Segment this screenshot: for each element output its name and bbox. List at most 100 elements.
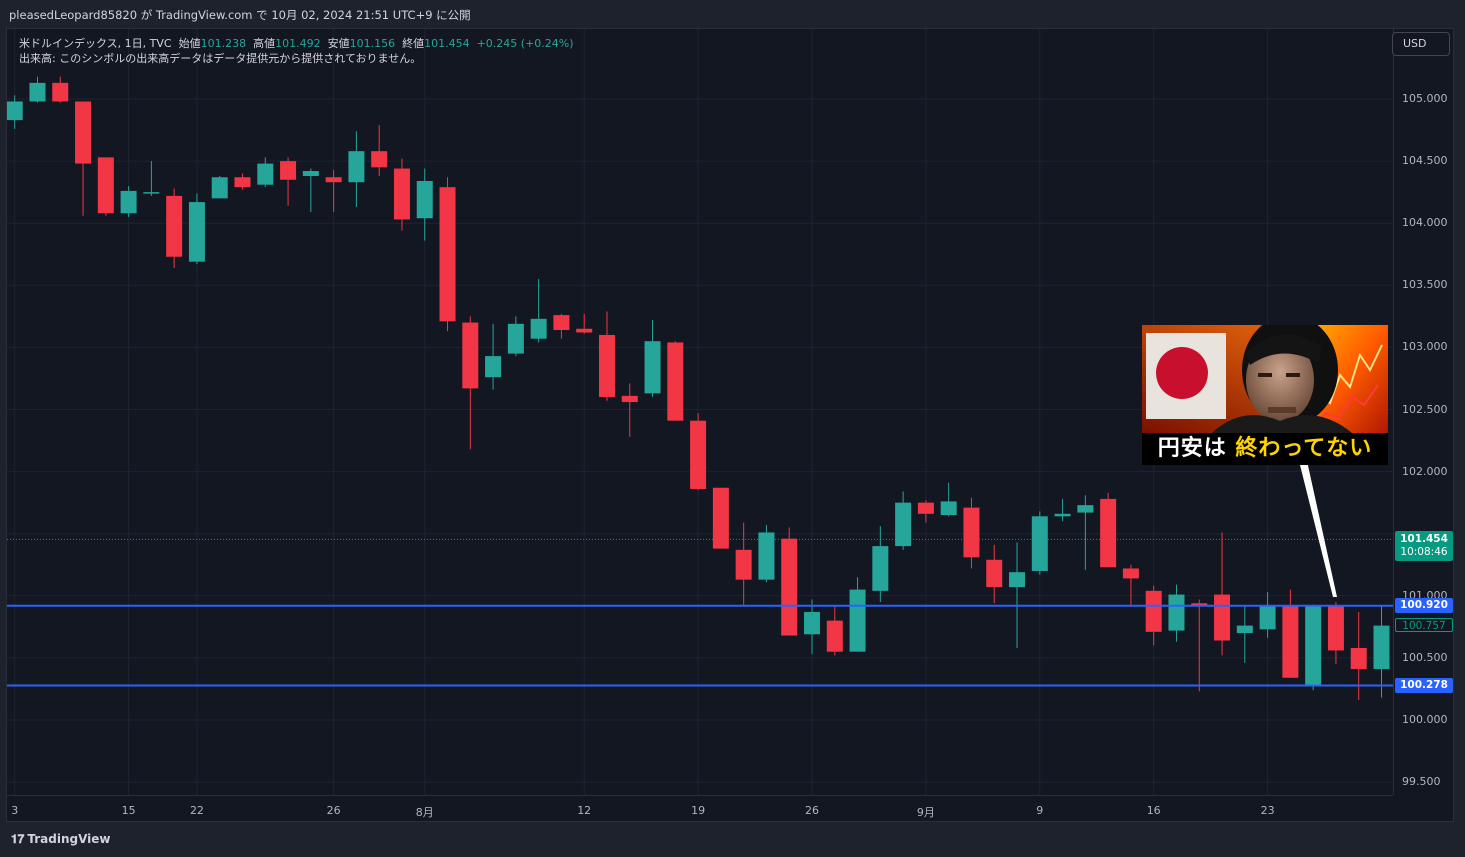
upper-line-price-tag: 100.920 — [1395, 598, 1453, 613]
time-tick-label: 12 — [577, 804, 592, 817]
candle-body — [826, 620, 843, 652]
candle-body — [507, 323, 524, 354]
candle-body — [29, 82, 46, 102]
candle-body — [120, 190, 137, 214]
price-tick-label: 100.000 — [1402, 713, 1448, 726]
legend-close-label: 終値 — [402, 37, 425, 50]
legend-open: 101.238 — [200, 37, 247, 50]
candle-body — [690, 420, 707, 489]
candle-body — [1259, 605, 1276, 630]
price-tick-label: 103.000 — [1402, 340, 1448, 354]
candle-body — [530, 318, 547, 339]
candle-body — [667, 342, 684, 421]
time-tick-label: 9月 — [916, 806, 935, 819]
legend-high: 101.492 — [275, 37, 321, 50]
time-tick-label: 9 — [1036, 804, 1044, 817]
candle-body — [52, 82, 69, 102]
candle-body — [1054, 513, 1071, 517]
currency-button[interactable]: USD — [1392, 32, 1450, 56]
candle-body — [1009, 572, 1026, 588]
chart-pane[interactable]: 米ドルインデックス, 1日, TVC 始値101.238 高値101.492 安… — [6, 28, 1454, 822]
candle-body — [97, 157, 114, 214]
candle-body — [598, 334, 615, 398]
chart-legend: 米ドルインデックス, 1日, TVC 始値101.238 高値101.492 安… — [19, 36, 574, 66]
candle-body — [963, 507, 980, 558]
countdown-value: 10:08:46 — [1400, 546, 1448, 558]
candle-body — [325, 177, 342, 183]
caption-highlight: 終わってない — [1235, 436, 1373, 461]
candle-body — [986, 559, 1003, 588]
candle-body — [895, 502, 912, 547]
footer-bar: 𝟏𝟕 TradingView — [0, 822, 1465, 857]
candle-body — [1191, 603, 1208, 606]
time-tick-label: 3 — [11, 804, 19, 817]
candle-body — [1236, 625, 1253, 634]
candle-body — [940, 501, 957, 516]
candle-body — [1100, 498, 1117, 568]
candle-body — [1373, 625, 1390, 670]
time-tick-label: 23 — [1260, 804, 1275, 817]
tradingview-mark-icon: 𝟏𝟕 — [11, 832, 25, 846]
price-tick-label: 104.500 — [1402, 154, 1448, 168]
tradingview-logo[interactable]: 𝟏𝟕 TradingView — [11, 832, 111, 847]
candle-body — [75, 101, 92, 164]
candle-body — [7, 101, 23, 121]
legend-symbol[interactable]: 米ドルインデックス, 1日, TVC — [19, 37, 172, 50]
candle-body — [553, 315, 570, 331]
time-tick-label: 8月 — [415, 806, 434, 819]
candle-body — [621, 395, 638, 403]
last-price-tag: 101.454 10:08:46 — [1395, 531, 1453, 561]
legend-low: 101.156 — [349, 37, 396, 50]
candle-body — [1305, 605, 1322, 686]
candle-body — [872, 546, 889, 591]
legend-low-label: 安値 — [327, 37, 350, 50]
publish-line: pleasedLeopard85820 が TradingView.com で … — [9, 8, 471, 22]
thumbnail-pointer — [1299, 461, 1337, 597]
video-thumbnail: 円安は 終わってない — [1142, 325, 1388, 465]
candle-body — [644, 341, 661, 394]
candle-body — [804, 611, 820, 635]
candle-body — [371, 151, 388, 168]
candle-body — [462, 322, 479, 389]
candlestick-chart[interactable] — [7, 29, 1393, 795]
price-area[interactable]: 米ドルインデックス, 1日, TVC 始値101.238 高値101.492 安… — [7, 29, 1393, 795]
price-axis[interactable]: 105.000 104.500 104.000 103.500 103.000 102.5… — [1393, 29, 1456, 795]
candle-body — [917, 502, 934, 514]
legend-high-label: 高値 — [253, 37, 276, 50]
time-tick-label: 26 — [326, 804, 341, 817]
candle-body — [188, 202, 205, 262]
candle-body — [758, 532, 775, 580]
time-tick-label: 16 — [1146, 804, 1161, 817]
price-tick-label: 102.500 — [1402, 402, 1448, 416]
last-price-value: 101.454 — [1400, 533, 1448, 545]
thumbnail-caption: 円安は 終わってない — [1142, 433, 1388, 465]
candle-body — [781, 538, 798, 636]
cursor-price-tag: 100.757 — [1395, 618, 1453, 632]
candle-body — [849, 589, 866, 652]
candle-body — [1145, 590, 1162, 632]
candle-body — [1077, 505, 1094, 513]
candle-body — [1350, 647, 1367, 670]
candle-body — [211, 177, 228, 199]
candle-body — [712, 487, 729, 549]
publish-info-bar: pleasedLeopard85820 が TradingView.com で … — [0, 0, 1465, 28]
price-tick-label: 103.500 — [1402, 278, 1448, 292]
price-tick-label: 100.500 — [1402, 650, 1448, 664]
candle-body — [143, 192, 160, 194]
candle-body — [735, 549, 752, 580]
legend-volume-note: 出来高: このシンボルの出来高データはデータ提供元から提供されておりません。 — [19, 52, 422, 65]
candle-body — [1282, 605, 1299, 678]
time-tick-label: 22 — [189, 804, 204, 817]
price-tick-label: 99.500 — [1402, 775, 1441, 789]
candle-body — [1031, 516, 1048, 571]
legend-close: 101.454 — [424, 37, 470, 50]
time-tick-label: 26 — [805, 804, 819, 817]
candle-body — [1122, 568, 1139, 579]
candle-body — [302, 171, 319, 177]
candle-body — [393, 168, 410, 220]
candle-body — [348, 151, 365, 183]
time-axis[interactable]: 3 15 22 26 8月 12 19 26 9月 9 16 23 — [7, 795, 1393, 823]
price-tick-label: 105.000 — [1402, 92, 1448, 105]
candle-body — [576, 328, 593, 333]
candle-body — [257, 163, 274, 185]
